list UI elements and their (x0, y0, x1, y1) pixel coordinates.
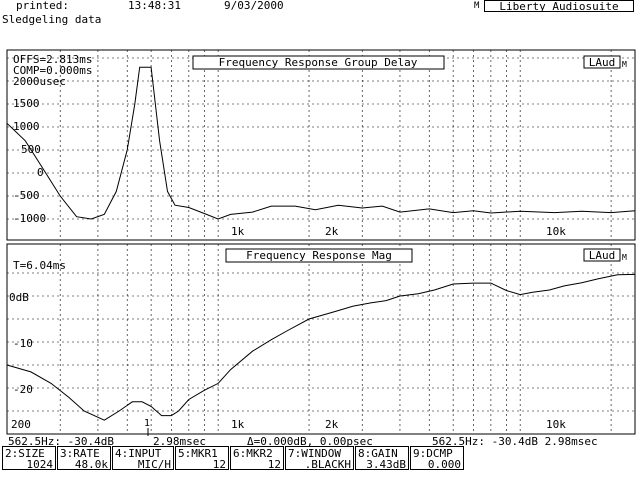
magnitude-title: Frequency Response Mag (246, 249, 392, 262)
fkey-label: 8:GAIN (358, 447, 398, 460)
fkey-gain[interactable]: 8:GAIN 3.43dB (355, 446, 409, 470)
fkey-mkr2[interactable]: 6:MKR2 12 (230, 446, 284, 470)
mag-x-tick: 200 (11, 418, 31, 431)
app-name: Liberty Audiosuite (484, 0, 634, 12)
fkey-label: 5:MKR1 (178, 447, 218, 460)
magnitude-series-line (6, 273, 636, 421)
fkey-label: 3:RATE (60, 447, 100, 460)
gd-y-tick: 0 (37, 166, 44, 179)
fkey-dcmp[interactable]: 9:DCMP 0.000 (410, 446, 464, 470)
fkey-value: 12 (212, 458, 226, 471)
group-delay-title: Frequency Response Group Delay (219, 56, 418, 69)
printed-label: printed: (16, 0, 69, 12)
fkey-window[interactable]: 7:WINDOW .BLACKH (285, 446, 354, 470)
group-delay-grid (7, 50, 635, 240)
group-delay-trace (6, 66, 636, 220)
m-marker: M (474, 1, 480, 11)
fkey-value: 1024 (26, 458, 54, 471)
mag-x-tick: 2k (325, 418, 339, 431)
magnitude-frame (6, 243, 636, 435)
status-left: 562.5Hz: -30.4dB (8, 435, 114, 448)
gd-y-tick: 500 (21, 143, 41, 156)
fkey-value: MIC/H (137, 458, 171, 471)
print-time: 13:48:31 (128, 0, 181, 12)
status-left-time: 2.98msec (153, 435, 206, 448)
print-date: 9/03/2000 (224, 0, 284, 12)
fkey-value: 12 (267, 458, 281, 471)
t-readout: T=6.04ms (13, 259, 66, 272)
gd-x-tick: 10k (546, 225, 566, 238)
gd-y-tick: -500 (13, 189, 40, 202)
gd-y-tick: -1000 (13, 212, 46, 225)
fkey-mkr1[interactable]: 5:MKR1 12 (175, 446, 229, 470)
magnitude-trace (6, 273, 636, 421)
mag-x-tick: 10k (546, 418, 566, 431)
fkey-label: 4:INPUT (115, 447, 162, 460)
fkey-value: 48.0k (74, 458, 108, 471)
gd-x-tick: 1k (231, 225, 245, 238)
mag-x-tick: 1k (231, 418, 245, 431)
mag-laud-badge: LAud (589, 249, 616, 262)
gd-y-tick: 1500 (13, 97, 40, 110)
gd-badge-suffix: M (622, 60, 627, 69)
offs-readout: OFFS=2.813ms (13, 53, 92, 66)
gd-y-tick: 1000 (13, 120, 40, 133)
fkey-value: .BLACKH (304, 458, 351, 471)
status-delta: Δ=0.000dB, 0.00psec (247, 435, 373, 448)
mag-badge-suffix: M (622, 253, 627, 262)
fkey-label: 6:MKR2 (233, 447, 273, 460)
gd-x-tick: 2k (325, 225, 339, 238)
group-delay-frame (6, 49, 636, 241)
fkey-rate[interactable]: 3:RATE 48.0k (57, 446, 111, 470)
magnitude-grid (7, 244, 635, 434)
fkey-size[interactable]: 2:SIZE 1024 (2, 446, 56, 470)
marker-1-label: 1 (144, 418, 150, 429)
fkey-input[interactable]: 4:INPUT MIC/H (112, 446, 174, 470)
fkey-value: 3.43dB (366, 458, 406, 471)
fkey-label: 9:DCMP (413, 447, 453, 460)
fkey-label: 7:WINDOW (288, 447, 341, 460)
function-key-bar: 2:SIZE 1024 3:RATE 48.0k 4:INPUT MIC/H 5:MK… (0, 446, 640, 470)
comp-readout: COMP=0.000ms (13, 64, 92, 77)
status-right: 562.5Hz: -30.4dB 2.98msec (432, 435, 598, 448)
file-subtitle: Sledgeling data (2, 13, 102, 26)
mag-y-tick: 0dB (9, 291, 29, 304)
gd-laud-badge: LAud (589, 56, 616, 69)
fkey-value: 0.000 (427, 458, 461, 471)
gd-y-unit-label: 2000usec (13, 75, 66, 88)
fkey-label: 2:SIZE (5, 447, 45, 460)
group-delay-series-line (6, 66, 636, 220)
mag-y-tick: -20 (13, 383, 33, 396)
mag-y-tick: -10 (13, 337, 33, 350)
